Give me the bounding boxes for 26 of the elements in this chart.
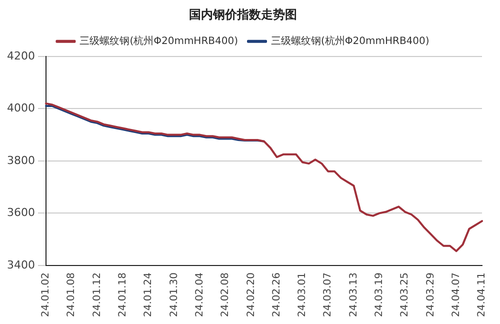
y-tick-label: 3800: [6, 154, 35, 167]
x-tick-label: 24.03.29: [425, 272, 436, 317]
y-tick-label: 3600: [6, 206, 35, 220]
x-tick-label: 24.03.13: [348, 272, 360, 317]
legend-label: 三级螺纹钢(杭州Φ20mmHRB400): [271, 34, 430, 47]
legend-label: 三级螺纹钢(杭州Φ20mmHRB400): [80, 34, 238, 47]
x-tick-label: 24.03.19: [374, 272, 386, 317]
x-tick-label: 24.01.30: [168, 272, 180, 317]
x-tick-label: 24.04.07: [450, 272, 462, 317]
x-tick-label: 24.02.04: [194, 272, 206, 317]
x-tick-label: 24.02.08: [220, 272, 232, 317]
y-tick-label: 4000: [6, 102, 35, 115]
x-tick-label: 24.02.26: [271, 272, 282, 317]
y-tick-label: 3400: [6, 258, 35, 272]
x-tick-label: 24.01.24: [143, 272, 154, 317]
x-tick-label: 24.04.11: [476, 272, 488, 317]
x-tick-label: 24.03.01: [297, 272, 308, 317]
x-tick-label: 24.01.02: [40, 272, 52, 317]
x-tick-label: 24.03.25: [400, 272, 411, 317]
chart-title: 国内钢价指数走势图: [189, 7, 297, 22]
x-tick-label: 24.01.18: [118, 272, 129, 317]
x-tick-label: 24.03.07: [322, 272, 334, 317]
y-tick-label: 4200: [6, 49, 35, 62]
x-tick-label: 24.01.08: [66, 272, 78, 317]
x-tick-label: 24.02.20: [246, 272, 257, 317]
x-tick-label: 24.01.12: [92, 272, 103, 317]
